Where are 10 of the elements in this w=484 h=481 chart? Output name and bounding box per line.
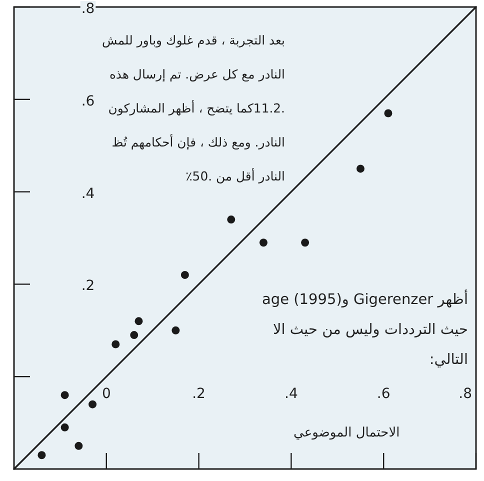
x-axis-title: الاحتمال الموضوعي (294, 426, 400, 440)
y-tick-label: .2 (81, 278, 95, 294)
y-tick-label: .6 (81, 93, 95, 110)
x-tick-label: .8 (458, 386, 472, 402)
x-tick-label: .6 (376, 386, 390, 402)
y-tick-label: .8 (81, 1, 95, 17)
y-tick-label: .4 (81, 186, 95, 202)
x-tick-label: 0 (102, 386, 111, 402)
x-tick-label: .4 (284, 386, 298, 402)
x-tick-label: .2 (192, 386, 206, 402)
